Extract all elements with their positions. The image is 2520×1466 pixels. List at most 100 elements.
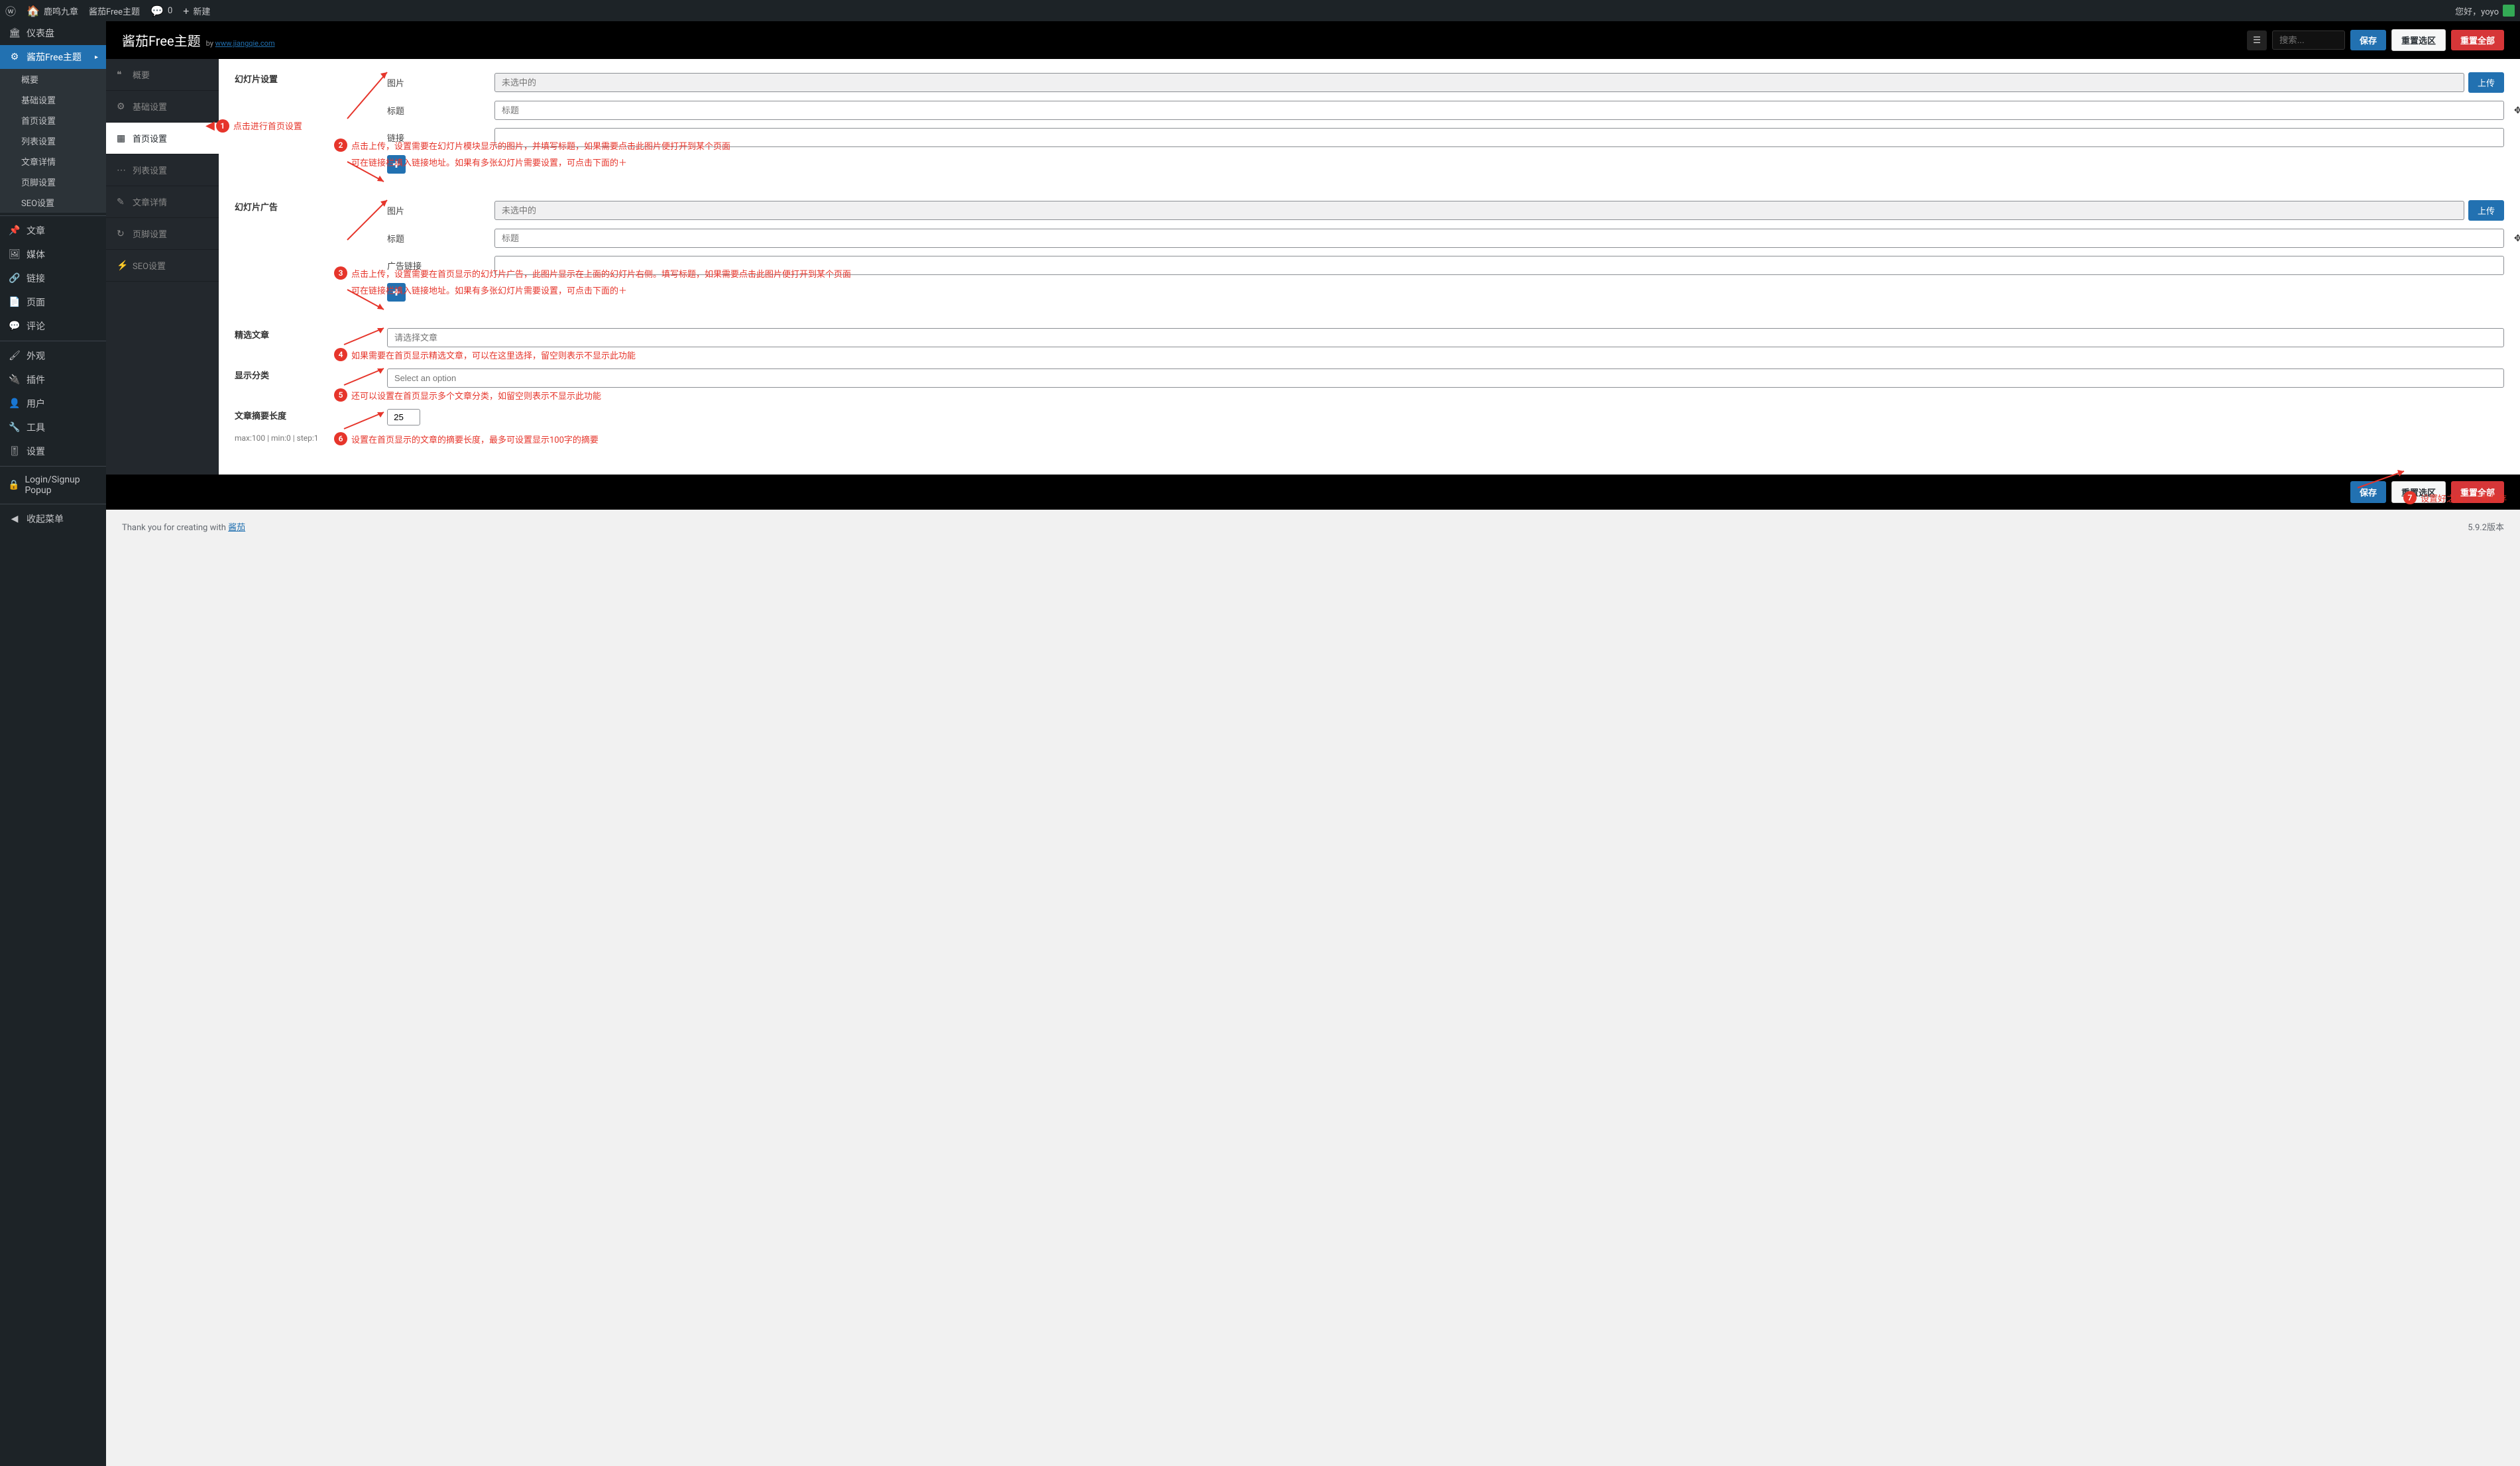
wp-logo[interactable]: ⓦ: [5, 3, 16, 19]
reset-section-button-top[interactable]: 重置选区: [2391, 29, 2446, 51]
footer-thanks: Thank you for creating with: [122, 523, 228, 533]
title-input[interactable]: [494, 101, 2504, 120]
menu-comments[interactable]: 💬评论: [0, 314, 106, 338]
link-icon: 🔗: [8, 273, 21, 284]
submenu-list[interactable]: 列表设置: [0, 131, 106, 151]
tab-article[interactable]: ✎文章详情: [106, 186, 219, 218]
dots-icon: ⋯: [117, 165, 126, 176]
save-button-bottom[interactable]: 保存: [2350, 481, 2386, 503]
menu-appearance[interactable]: 🖌外观: [0, 344, 106, 368]
submenu-article[interactable]: 文章详情: [0, 151, 106, 172]
section-slideshow-ad: 幻灯片广告 图片 上传 标题: [235, 200, 2504, 310]
image-path-input-ad[interactable]: [494, 201, 2464, 220]
menu-collapse[interactable]: ◀收起菜单: [0, 507, 106, 531]
tab-list[interactable]: ⋯列表设置: [106, 154, 219, 186]
comments-link[interactable]: 💬0: [150, 5, 172, 17]
wrench-icon: 🔧: [8, 422, 21, 433]
add-slide-button[interactable]: ✚: [387, 155, 406, 174]
menu-tools[interactable]: 🔧工具: [0, 416, 106, 439]
menu-media[interactable]: 🖼媒体: [0, 243, 106, 266]
gear-icon: ⚙: [117, 101, 126, 112]
gear-icon: ⚙: [8, 52, 21, 62]
menu-pages[interactable]: 📄页面: [0, 290, 106, 314]
menu-popup[interactable]: 🔒Login/Signup Popup: [0, 469, 106, 501]
theme-name-link[interactable]: 酱茄Free主题: [89, 5, 140, 17]
menu-dashboard[interactable]: 🏛仪表盘: [0, 21, 106, 45]
user-icon: 👤: [8, 398, 21, 409]
menu-plugins[interactable]: 🔌插件: [0, 368, 106, 392]
menu-settings[interactable]: 🎚设置: [0, 439, 106, 463]
menu-users[interactable]: 👤用户: [0, 392, 106, 416]
image-path-input[interactable]: [494, 73, 2464, 92]
theme-header: 酱茄Free主题 by www.jiangqie.com ☰ 保存 重置选区 重…: [106, 21, 2520, 59]
section-categories: 显示分类 5还可以设置在首页显示多个文章分类，如留空则表示不显示此功能: [235, 368, 2504, 390]
menu-links[interactable]: 🔗链接: [0, 266, 106, 290]
move-icon[interactable]: ✥: [2514, 233, 2520, 244]
link-input[interactable]: [494, 128, 2504, 147]
repeater-actions: ✥ ⎘ ✕: [2514, 105, 2520, 116]
link-input-ad[interactable]: [494, 256, 2504, 275]
grid-icon: ▦: [117, 133, 126, 144]
plug-icon: 🔌: [8, 374, 21, 385]
title-input-ad[interactable]: [494, 229, 2504, 248]
collapse-icon: ◀: [8, 514, 21, 524]
menu-posts[interactable]: 📌文章: [0, 219, 106, 243]
arrow-2b: [344, 158, 390, 185]
menu-theme[interactable]: ⚙酱茄Free主题▸: [0, 45, 106, 69]
arrow-3b: [344, 286, 390, 313]
featured-select[interactable]: [387, 328, 2504, 347]
reset-all-button-bottom[interactable]: 重置全部: [2451, 481, 2504, 503]
move-icon[interactable]: ✥: [2514, 105, 2520, 116]
refresh-icon: ↻: [117, 229, 126, 239]
section-title-categories: 显示分类: [235, 368, 367, 381]
annotation-4: 4如果需要在首页显示精选文章，可以在这里选择，留空则表示不显示此功能: [334, 348, 636, 361]
greeting[interactable]: 您好，yoyo: [2455, 5, 2515, 17]
site-name-link[interactable]: 🏠鹿鸣九章: [27, 5, 78, 17]
submenu-home[interactable]: 首页设置: [0, 110, 106, 131]
media-icon: 🖼: [8, 249, 21, 260]
upload-button-ad[interactable]: 上传: [2468, 200, 2504, 221]
expand-button[interactable]: ☰: [2247, 30, 2267, 50]
submenu-basic[interactable]: 基础设置: [0, 89, 106, 110]
excerpt-length-input[interactable]: [387, 409, 420, 425]
tab-sidebar: ❝概要 ⚙基础设置 ▦首页设置 ⋯列表设置 ✎文章详情 ↻页脚设置 ⚡SEO设置: [106, 59, 219, 475]
theme-byline: by www.jiangqie.com: [206, 39, 275, 48]
tab-basic[interactable]: ⚙基础设置: [106, 91, 219, 123]
submenu-seo[interactable]: SEO设置: [0, 192, 106, 213]
footer-bar: 保存 重置选区 重置全部 7设置好之后，点击保存: [106, 475, 2520, 510]
section-slideshow: 幻灯片设置 图片 上传 标题: [235, 72, 2504, 182]
tab-seo[interactable]: ⚡SEO设置: [106, 250, 219, 282]
search-input[interactable]: [2272, 30, 2345, 50]
wp-sidebar: 🏛仪表盘 ⚙酱茄Free主题▸ 概要 基础设置 首页设置 列表设置 文章详情 页…: [0, 21, 106, 1466]
page-icon: 📄: [8, 297, 21, 308]
repeater-actions-ad: ✥ ⎘ ✕: [2514, 233, 2520, 244]
theme-link[interactable]: www.jiangqie.com: [215, 39, 275, 48]
tab-overview[interactable]: ❝概要: [106, 59, 219, 91]
categories-select[interactable]: [387, 368, 2504, 388]
label-image: 图片: [387, 76, 487, 89]
chevron-right-icon: ▸: [95, 54, 98, 61]
admin-bar: ⓦ 🏠鹿鸣九章 酱茄Free主题 💬0 +新建 您好，yoyo: [0, 0, 2520, 21]
submenu-overview[interactable]: 概要: [0, 69, 106, 89]
annotation-5: 5还可以设置在首页显示多个文章分类，如留空则表示不显示此功能: [334, 388, 601, 402]
reset-all-button-top[interactable]: 重置全部: [2451, 30, 2504, 50]
label-link: 链接: [387, 131, 487, 144]
submenu-footer[interactable]: 页脚设置: [0, 172, 106, 192]
lock-icon: 🔒: [8, 480, 19, 490]
upload-button[interactable]: 上传: [2468, 72, 2504, 93]
section-featured: 精选文章 4如果需要在首页显示精选文章，可以在这里选择，留空则表示不显示此功能: [235, 328, 2504, 350]
footer-thanks-link[interactable]: 酱茄: [228, 523, 245, 533]
add-ad-button[interactable]: ✚: [387, 283, 406, 302]
label-title-ad: 标题: [387, 232, 487, 245]
reset-section-button-bottom[interactable]: 重置选区: [2391, 481, 2446, 503]
avatar-icon: [2503, 5, 2515, 17]
new-button[interactable]: +新建: [183, 5, 210, 17]
section-title-ad: 幻灯片广告: [235, 200, 367, 213]
sliders-icon: 🎚: [8, 446, 21, 457]
doc-icon: ✎: [117, 197, 126, 207]
tab-footer[interactable]: ↻页脚设置: [106, 218, 219, 250]
wp-footer: Thank you for creating with 酱茄 5.9.2版本: [106, 510, 2520, 543]
label-title: 标题: [387, 104, 487, 117]
save-button-top[interactable]: 保存: [2350, 30, 2386, 50]
tab-home[interactable]: ▦首页设置: [106, 123, 219, 154]
